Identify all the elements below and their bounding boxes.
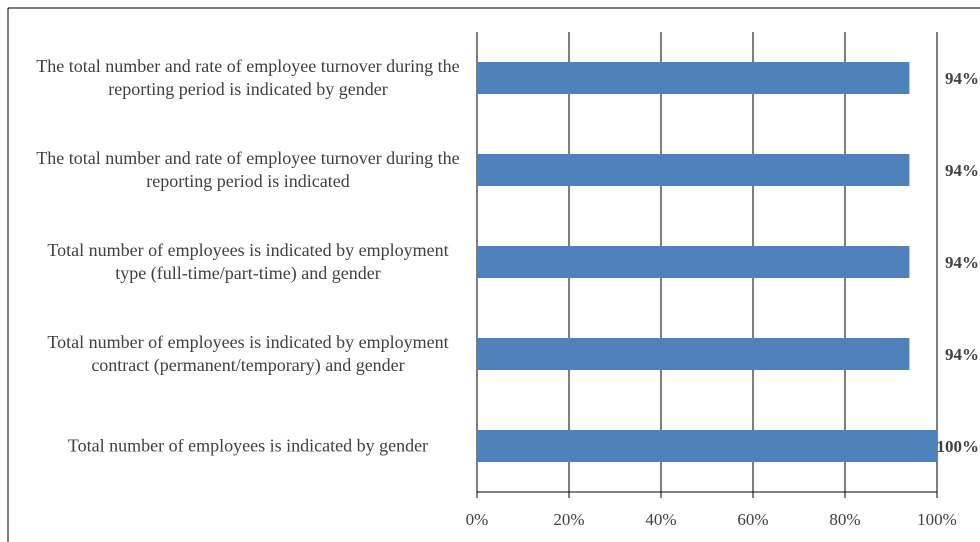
x-tick-label: 80% xyxy=(829,510,860,529)
bar xyxy=(477,246,910,278)
bar xyxy=(477,338,910,370)
category-label: The total number and rate of employee tu… xyxy=(36,56,460,99)
bar xyxy=(477,154,910,186)
value-label: 94% xyxy=(945,69,979,88)
x-tick-label: 0% xyxy=(466,510,489,529)
x-tick-label: 40% xyxy=(645,510,676,529)
bar xyxy=(477,62,910,94)
value-label: 94% xyxy=(945,253,979,272)
value-label: 94% xyxy=(945,345,979,364)
bar xyxy=(477,430,937,462)
category-label: Total number of employees is indicated b… xyxy=(47,240,449,283)
x-tick-label: 20% xyxy=(553,510,584,529)
x-tick-label: 60% xyxy=(737,510,768,529)
category-label: The total number and rate of employee tu… xyxy=(36,148,460,191)
category-label: Total number of employees is indicated b… xyxy=(67,435,429,456)
value-label: 94% xyxy=(945,161,979,180)
x-tick-label: 100% xyxy=(917,510,957,529)
value-label: 100% xyxy=(937,437,980,456)
category-label: Total number of employees is indicated b… xyxy=(47,332,449,375)
